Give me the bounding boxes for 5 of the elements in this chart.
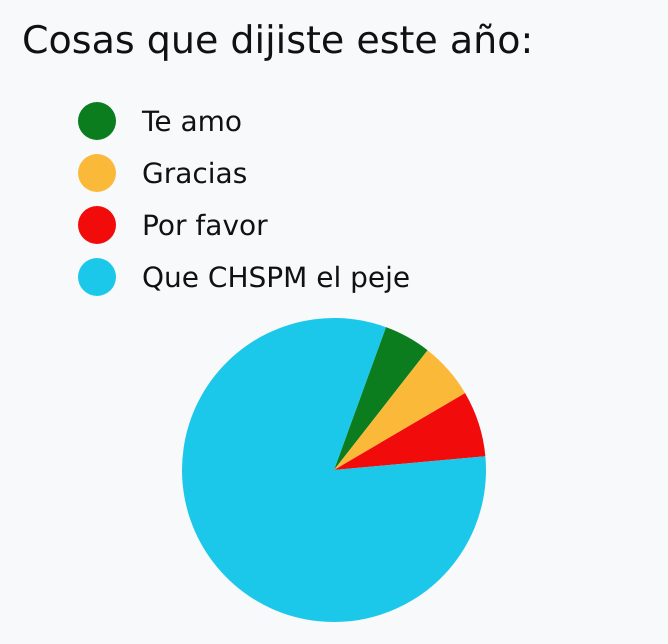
chart-title: Cosas que dijiste este año: — [21, 18, 534, 64]
legend-label: Que CHSPM el peje — [142, 260, 410, 294]
legend-label: Te amo — [142, 104, 242, 138]
legend-label: Gracias — [142, 156, 248, 190]
legend-label: Por favor — [142, 208, 268, 242]
